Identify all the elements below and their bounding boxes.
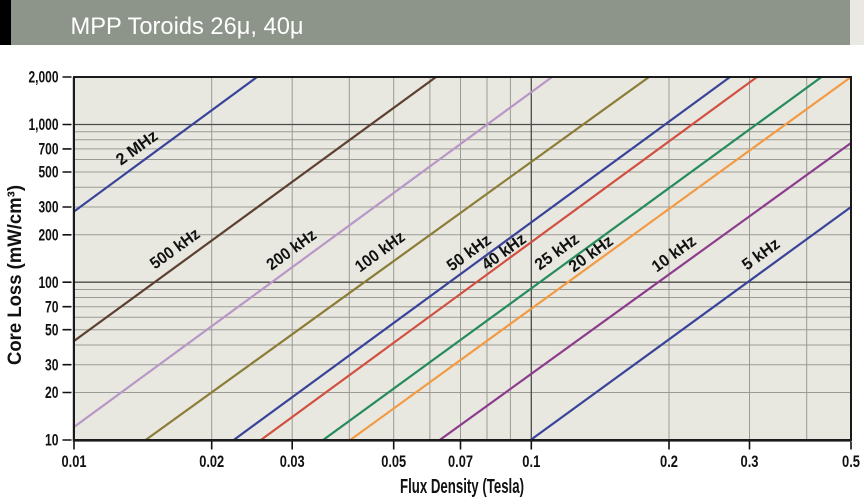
svg-text:0.01: 0.01 bbox=[62, 453, 87, 471]
svg-text:0.5: 0.5 bbox=[842, 453, 860, 471]
svg-text:0.2: 0.2 bbox=[660, 453, 678, 471]
svg-text:0.03: 0.03 bbox=[280, 453, 305, 471]
svg-text:1,000: 1,000 bbox=[29, 116, 59, 134]
svg-text:Core Loss (mW/cm³): Core Loss (mW/cm³) bbox=[5, 185, 26, 365]
svg-text:10: 10 bbox=[45, 432, 59, 450]
svg-text:200: 200 bbox=[39, 226, 59, 244]
svg-text:0.1: 0.1 bbox=[522, 453, 540, 471]
svg-text:700: 700 bbox=[39, 141, 59, 159]
svg-text:100: 100 bbox=[39, 274, 59, 292]
svg-text:0.02: 0.02 bbox=[199, 453, 224, 471]
svg-text:20: 20 bbox=[45, 384, 59, 402]
svg-text:50: 50 bbox=[45, 321, 59, 339]
svg-text:0.07: 0.07 bbox=[448, 453, 473, 471]
svg-text:MPP Toroids 26μ, 40μ: MPP Toroids 26μ, 40μ bbox=[71, 13, 304, 40]
svg-text:30: 30 bbox=[45, 356, 59, 374]
svg-text:Flux Density (Tesla): Flux Density (Tesla) bbox=[400, 476, 524, 498]
svg-text:500: 500 bbox=[39, 164, 59, 182]
svg-text:0.3: 0.3 bbox=[741, 453, 759, 471]
svg-text:70: 70 bbox=[45, 298, 59, 316]
svg-text:0.05: 0.05 bbox=[381, 453, 406, 471]
svg-text:300: 300 bbox=[39, 199, 59, 217]
svg-text:2,000: 2,000 bbox=[29, 69, 59, 87]
